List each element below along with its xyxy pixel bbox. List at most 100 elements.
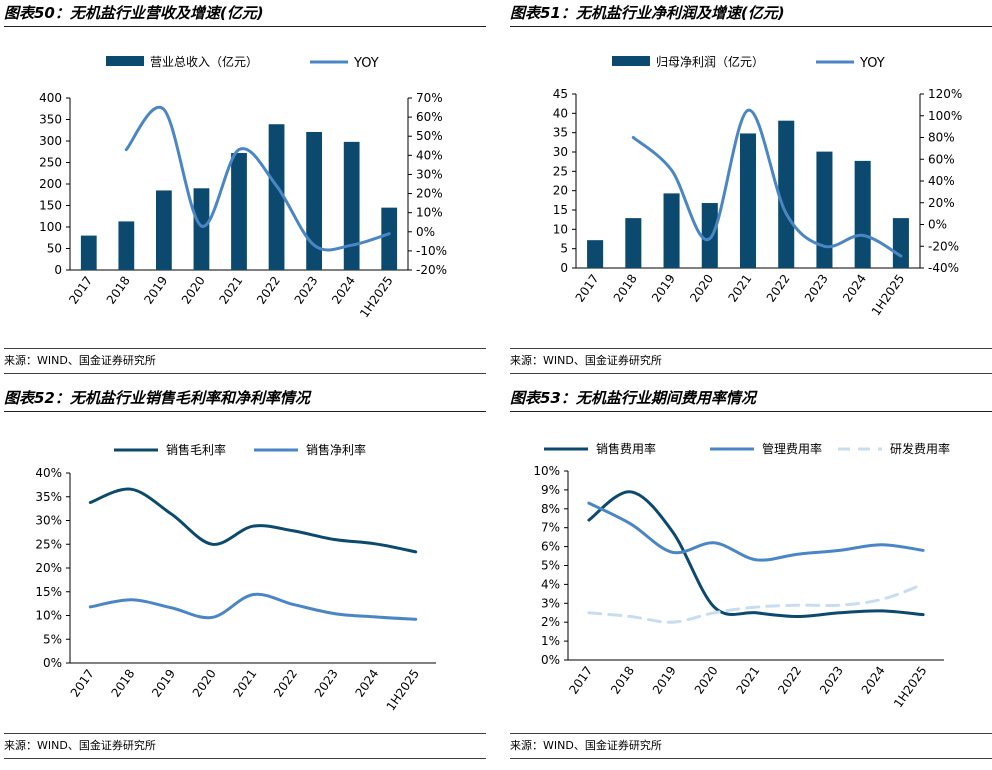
bar xyxy=(118,221,135,270)
y-tick-label: 20 xyxy=(553,184,568,198)
y2-tick-label: -10% xyxy=(416,244,447,258)
chart-title: 图表51：无机盐行业净利润及增速(亿元) xyxy=(510,0,992,27)
bar xyxy=(739,133,757,268)
chart-source: 来源：WIND、国金证券研究所 xyxy=(510,348,992,374)
y2-tick-label: 0% xyxy=(416,225,435,239)
y-tick-label: 0 xyxy=(560,261,568,275)
chart-plot: 0% 1% 2% 3% 4% 5% 6% 7% 8% 9% 10% 2017 2018 2019 2020 2… xyxy=(533,441,950,710)
legend-swatch-bar xyxy=(106,56,144,66)
y-tick-label: 0 xyxy=(54,263,62,277)
legend-label: YOY xyxy=(353,56,379,71)
y2-tick-label: 40% xyxy=(416,148,443,162)
x-tick-label: 2024 xyxy=(840,272,869,305)
x-tick-label: 2020 xyxy=(179,274,208,307)
bar xyxy=(306,131,322,270)
chart-title: 图表52：无机盐行业销售毛利率和净利率情况 xyxy=(4,385,486,412)
y2-tick-label: 60% xyxy=(416,110,443,124)
bar xyxy=(343,141,360,270)
x-tick-label: 2022 xyxy=(775,664,804,697)
chart-panel-margins: 图表52：无机盐行业销售毛利率和净利率情况 0% 5% 10% 15% 20% 25% 30… xyxy=(4,385,486,770)
legend-label: 销售费用率 xyxy=(596,441,656,456)
bar xyxy=(587,240,604,268)
y-tick-label: 100 xyxy=(39,220,62,234)
y-tick-label: 10 xyxy=(553,222,568,236)
x-tick-label: 2018 xyxy=(108,667,137,700)
y-tick-label: 25% xyxy=(35,537,62,551)
x-tick-label: 1H2025 xyxy=(869,272,908,319)
y-tick-label: 15 xyxy=(553,203,568,217)
x-tick-label: 2017 xyxy=(68,667,97,700)
chart-title: 图表53：无机盐行业期间费用率情况 xyxy=(510,385,992,412)
x-tick-label: 1H2025 xyxy=(384,667,423,714)
legend-label: 销售毛利率 xyxy=(166,442,226,457)
x-tick-label: 2020 xyxy=(692,664,721,697)
legend-label: 销售净利率 xyxy=(306,442,366,457)
y-tick-label: 35% xyxy=(35,490,62,504)
x-tick-label: 2023 xyxy=(817,664,846,697)
chart-panel-net-profit: 图表51：无机盐行业净利润及增速(亿元) 0 5 10 15 20 25 30 35 40 45 -… xyxy=(510,0,992,385)
y-tick-label: 5% xyxy=(43,632,62,646)
y2-tick-label: 100% xyxy=(928,109,962,123)
bar xyxy=(778,120,795,269)
y2-tick-label: 0% xyxy=(928,218,947,232)
x-tick-label: 2020 xyxy=(190,667,219,700)
bar xyxy=(625,218,642,268)
y2-tick-label: 20% xyxy=(928,196,955,210)
x-tick-label: 2019 xyxy=(141,274,170,307)
yoy-line xyxy=(124,105,391,252)
y-tick-label: 0% xyxy=(43,656,62,670)
y-tick-label: 45 xyxy=(553,87,568,101)
y2-tick-label: 120% xyxy=(928,87,962,101)
y-tick-label: 4% xyxy=(541,577,560,591)
x-tick-label: 2018 xyxy=(104,274,133,307)
legend-label: 管理费用率 xyxy=(762,441,822,456)
y2-tick-label: 30% xyxy=(416,167,443,181)
bar xyxy=(231,153,247,270)
x-tick-label: 2017 xyxy=(66,274,95,307)
y-tick-label: 350 xyxy=(39,113,62,127)
y2-tick-label: 50% xyxy=(416,129,443,143)
x-tick-label: 2024 xyxy=(859,664,888,697)
x-tick-label: 2017 xyxy=(573,272,602,305)
bar xyxy=(663,193,680,268)
x-tick-label: 2019 xyxy=(650,664,679,697)
y-tick-label: 40% xyxy=(35,466,62,480)
y-tick-label: 5 xyxy=(560,242,568,256)
y2-tick-label: -20% xyxy=(416,263,447,277)
y-tick-label: 10% xyxy=(533,464,560,478)
y-tick-label: 400 xyxy=(39,91,62,105)
bar xyxy=(193,188,210,270)
x-tick-label: 2018 xyxy=(608,664,637,697)
chart-panel-revenue: 图表50：无机盐行业营收及增速(亿元) 0 50 100 150 200 250 300 35… xyxy=(4,0,486,385)
x-tick-label: 2019 xyxy=(649,272,678,305)
x-tick-label: 2023 xyxy=(802,272,831,305)
x-tick-label: 2022 xyxy=(764,272,793,305)
legend-label: 营业总收入（亿元） xyxy=(150,54,258,69)
x-tick-label: 2023 xyxy=(312,667,341,700)
y-tick-label: 200 xyxy=(39,177,62,191)
y-tick-label: 300 xyxy=(39,134,62,148)
x-tick-label: 2021 xyxy=(725,272,754,305)
x-tick-label: 2023 xyxy=(292,274,321,307)
chart-plot: 0 5 10 15 20 25 30 35 40 45 -40% -20% 0% 20% 40% 60% 80%… xyxy=(553,54,963,319)
x-tick-label: 2022 xyxy=(271,667,300,700)
y2-tick-label: 10% xyxy=(416,206,443,220)
legend-label: 归母净利润（亿元） xyxy=(656,54,764,69)
x-tick-label: 2024 xyxy=(329,274,358,307)
chart-plot: 0% 5% 10% 15% 20% 25% 30% 35% 40% 2017 2018 2019 202… xyxy=(35,442,436,714)
y2-tick-label: 40% xyxy=(928,174,955,188)
y-tick-label: 8% xyxy=(541,502,560,516)
y-tick-label: 35 xyxy=(553,126,568,140)
x-tick-label: 2018 xyxy=(611,272,640,305)
x-tick-label: 2024 xyxy=(352,667,381,700)
legend-swatch-bar xyxy=(612,56,650,66)
x-tick-label: 2021 xyxy=(733,664,762,697)
chart-panel-expense-ratios: 图表53：无机盐行业期间费用率情况 0% 1% 2% 3% 4% 5% 6% 7% 8% 9% 10… xyxy=(510,385,992,770)
series-line xyxy=(587,582,925,624)
legend-label: 研发费用率 xyxy=(890,441,950,456)
bar xyxy=(156,190,172,270)
chart-source: 来源：WIND、国金证券研究所 xyxy=(4,733,486,759)
y-tick-label: 50 xyxy=(47,242,62,256)
bar xyxy=(854,160,871,268)
y2-tick-label: 80% xyxy=(928,131,955,145)
